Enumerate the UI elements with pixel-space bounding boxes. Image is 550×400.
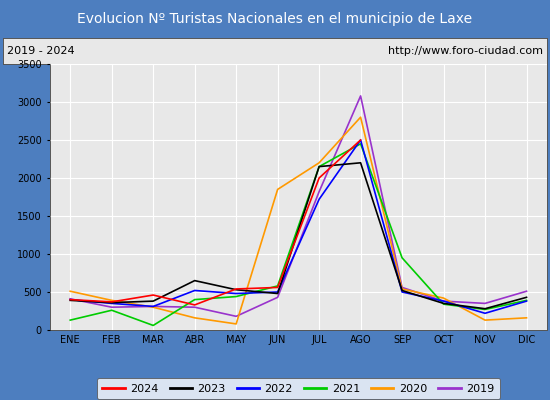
Legend: 2024, 2023, 2022, 2021, 2020, 2019: 2024, 2023, 2022, 2021, 2020, 2019	[97, 378, 500, 399]
Text: 2019 - 2024: 2019 - 2024	[7, 46, 75, 56]
Text: Evolucion Nº Turistas Nacionales en el municipio de Laxe: Evolucion Nº Turistas Nacionales en el m…	[78, 12, 472, 26]
Text: http://www.foro-ciudad.com: http://www.foro-ciudad.com	[388, 46, 543, 56]
